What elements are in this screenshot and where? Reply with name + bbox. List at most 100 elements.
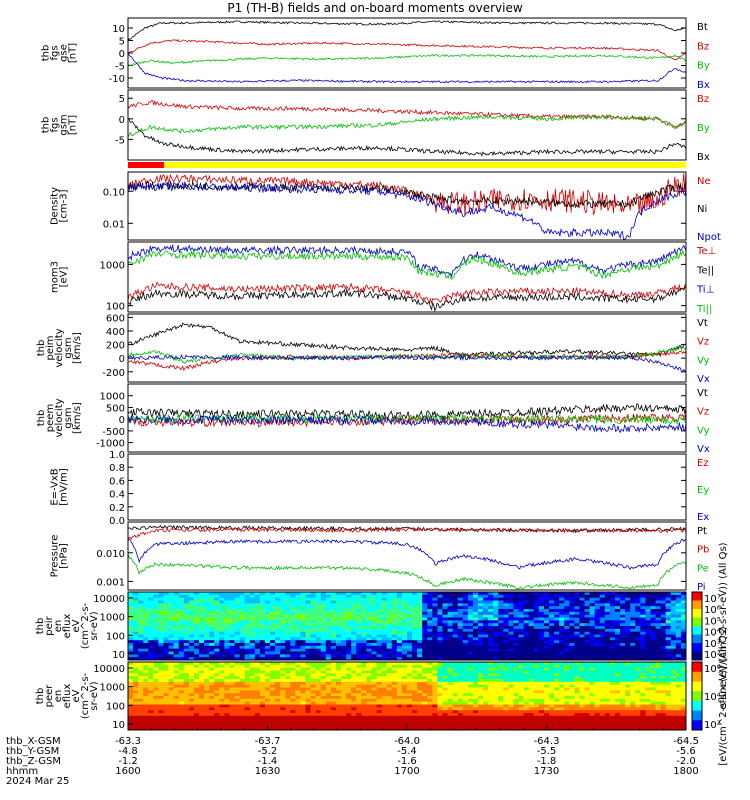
mode-bar-red xyxy=(128,162,165,168)
legend-peem-2: Vy xyxy=(697,425,710,436)
legend-temp-2: Ti⊥ xyxy=(696,285,714,296)
ylabel-peer: sr-eV) xyxy=(89,681,100,710)
legend-pressure-0: Pt xyxy=(697,526,707,537)
xtick-label: -5.5 xyxy=(537,746,557,757)
ylabel-peer: (cm^2-s- xyxy=(80,672,91,719)
legend-efield-1: Ey xyxy=(697,485,709,496)
legend-peim-0: Vt xyxy=(697,318,708,329)
series-fgs-gsm-2 xyxy=(127,117,687,157)
xaxis-date: 2024 Mar 25 xyxy=(6,776,69,787)
legend-temp-3: Ti|| xyxy=(696,304,712,315)
ytick-label: 10 xyxy=(112,24,125,35)
xtick-label: 1730 xyxy=(534,766,559,777)
panel-frame xyxy=(127,313,687,383)
panel-efield: 1.0 0.8 0.6 0.4 0.2 0.0 Ez Ey Ex E=-VxB[mV/m] xyxy=(50,450,710,527)
xtick-label: -5.6 xyxy=(676,746,696,757)
ylabel-peim: thb xyxy=(36,340,47,357)
ylabel-peir: peir xyxy=(44,615,55,635)
ylabel-peer: thb xyxy=(35,688,46,705)
series-peim-1 xyxy=(127,350,687,372)
xaxis-row-label: hhmm xyxy=(6,766,38,777)
ylabel-peer: eflux xyxy=(62,684,73,709)
legend-peim-3: Vx xyxy=(697,374,710,385)
legend-fgs-3: Bx xyxy=(697,80,710,91)
ytick-label: 0 xyxy=(119,415,125,426)
legend-temp-1: Te|| xyxy=(696,265,714,276)
ylabel-temp: [eV] xyxy=(59,267,70,288)
ytick-label: 5 xyxy=(119,94,125,105)
ytick-label: 1000 xyxy=(100,392,125,403)
ylabel-temp: mom3 xyxy=(50,261,61,293)
ylabel-peir: eflux xyxy=(62,614,73,639)
legend-efield-2: Ex xyxy=(697,512,709,523)
colorbar-tick: 10⁶ xyxy=(704,664,721,675)
legend-peem-0: Vt xyxy=(697,388,708,399)
ylabel-peem: gsm xyxy=(63,407,74,428)
ylabel-pressure: Pressure xyxy=(50,535,61,578)
xtick-label: -5.2 xyxy=(258,746,278,757)
colorbar-tick: 10³ xyxy=(704,639,721,650)
xtick-label: -63.3 xyxy=(115,736,141,747)
ytick-label: 10000 xyxy=(93,594,125,605)
series-peem-2 xyxy=(127,413,687,426)
ytick-label: 1000 xyxy=(100,613,125,624)
series-temp-1 xyxy=(128,285,687,312)
ylabel-fgs-gsm: thb xyxy=(41,117,52,134)
ylabel-peim: velocity xyxy=(54,328,65,367)
series-fgs-1 xyxy=(127,38,686,61)
xaxis-row-label: thb_X-GSM xyxy=(6,736,61,747)
ytick-label: 1000 xyxy=(100,683,125,694)
series-pressure-2 xyxy=(127,553,687,590)
ytick-label: 0.01 xyxy=(103,219,125,230)
ytick-label: 600 xyxy=(106,313,125,324)
series-temp-3 xyxy=(127,249,687,280)
legend-fgs-gsm-1: By xyxy=(697,123,710,134)
ytick-label: 0.010 xyxy=(96,549,125,560)
colorbar-label: eflux (eV/(cm^2-s-sr-eV)) (All Qs) xyxy=(718,542,729,709)
ytick-label: 0.10 xyxy=(103,187,125,198)
colorbar-tick: 10⁵ xyxy=(704,616,721,627)
panel-frame xyxy=(127,241,687,313)
panel-frame xyxy=(127,383,687,453)
ylabel-fgs: [nT] xyxy=(68,43,79,63)
ytick-label: 0 xyxy=(119,354,125,365)
xtick-label: -1.4 xyxy=(258,756,278,767)
xtick-label: 1600 xyxy=(115,766,140,777)
xaxis-row-label: thb_Z-GSM xyxy=(6,756,61,767)
series-peim-3 xyxy=(127,353,687,373)
series-temp-0 xyxy=(127,281,687,305)
ylabel-peem: peem xyxy=(45,404,56,432)
colorbar-tick: 10⁴ xyxy=(704,692,721,703)
ylabel-peir: thb xyxy=(35,618,46,635)
legend-peim-1: Vz xyxy=(697,337,709,348)
series-peim-0 xyxy=(127,322,687,358)
xtick-label: -1.2 xyxy=(118,756,138,767)
ytick-label: -200 xyxy=(102,368,125,379)
ylabel-fgs-gsm: fgs xyxy=(50,117,61,132)
ytick-label: 0 xyxy=(119,49,125,60)
xtick-label: -1.8 xyxy=(537,756,557,767)
ylabel-fgs: gse xyxy=(59,44,70,62)
panel-peim: 600 400 200 0 -200 Vt Vz Vy Vx thbpeimvelocitygsm… xyxy=(36,313,710,385)
ytick-label: 100 xyxy=(106,701,125,712)
colorbar-tick: 10⁷ xyxy=(704,594,721,605)
ylabel-fgs-gsm: [nT] xyxy=(68,115,79,135)
ylabel-efield: [mV/m] xyxy=(59,468,70,506)
ylabel-peer: en xyxy=(53,690,64,703)
ytick-label: 100 xyxy=(106,631,125,642)
legend-density-2: Npot xyxy=(697,232,721,243)
colorbar-tick: 10² xyxy=(704,650,721,661)
ytick-label: 5 xyxy=(119,37,125,48)
ytick-label: 400 xyxy=(106,327,125,338)
legend-fgs-gsm-0: Bz xyxy=(697,94,709,105)
legend-temp-0: Te⊥ xyxy=(696,246,716,257)
ytick-label: 0.6 xyxy=(109,476,125,487)
ytick-label: -1000 xyxy=(96,439,125,450)
ytick-label: -5 xyxy=(115,62,125,73)
colorbar-tick: 10⁴ xyxy=(704,628,721,639)
ytick-label: 0.0 xyxy=(109,516,125,527)
ytick-label: 0.2 xyxy=(109,503,125,514)
ylabel-peer: eV xyxy=(71,689,82,702)
